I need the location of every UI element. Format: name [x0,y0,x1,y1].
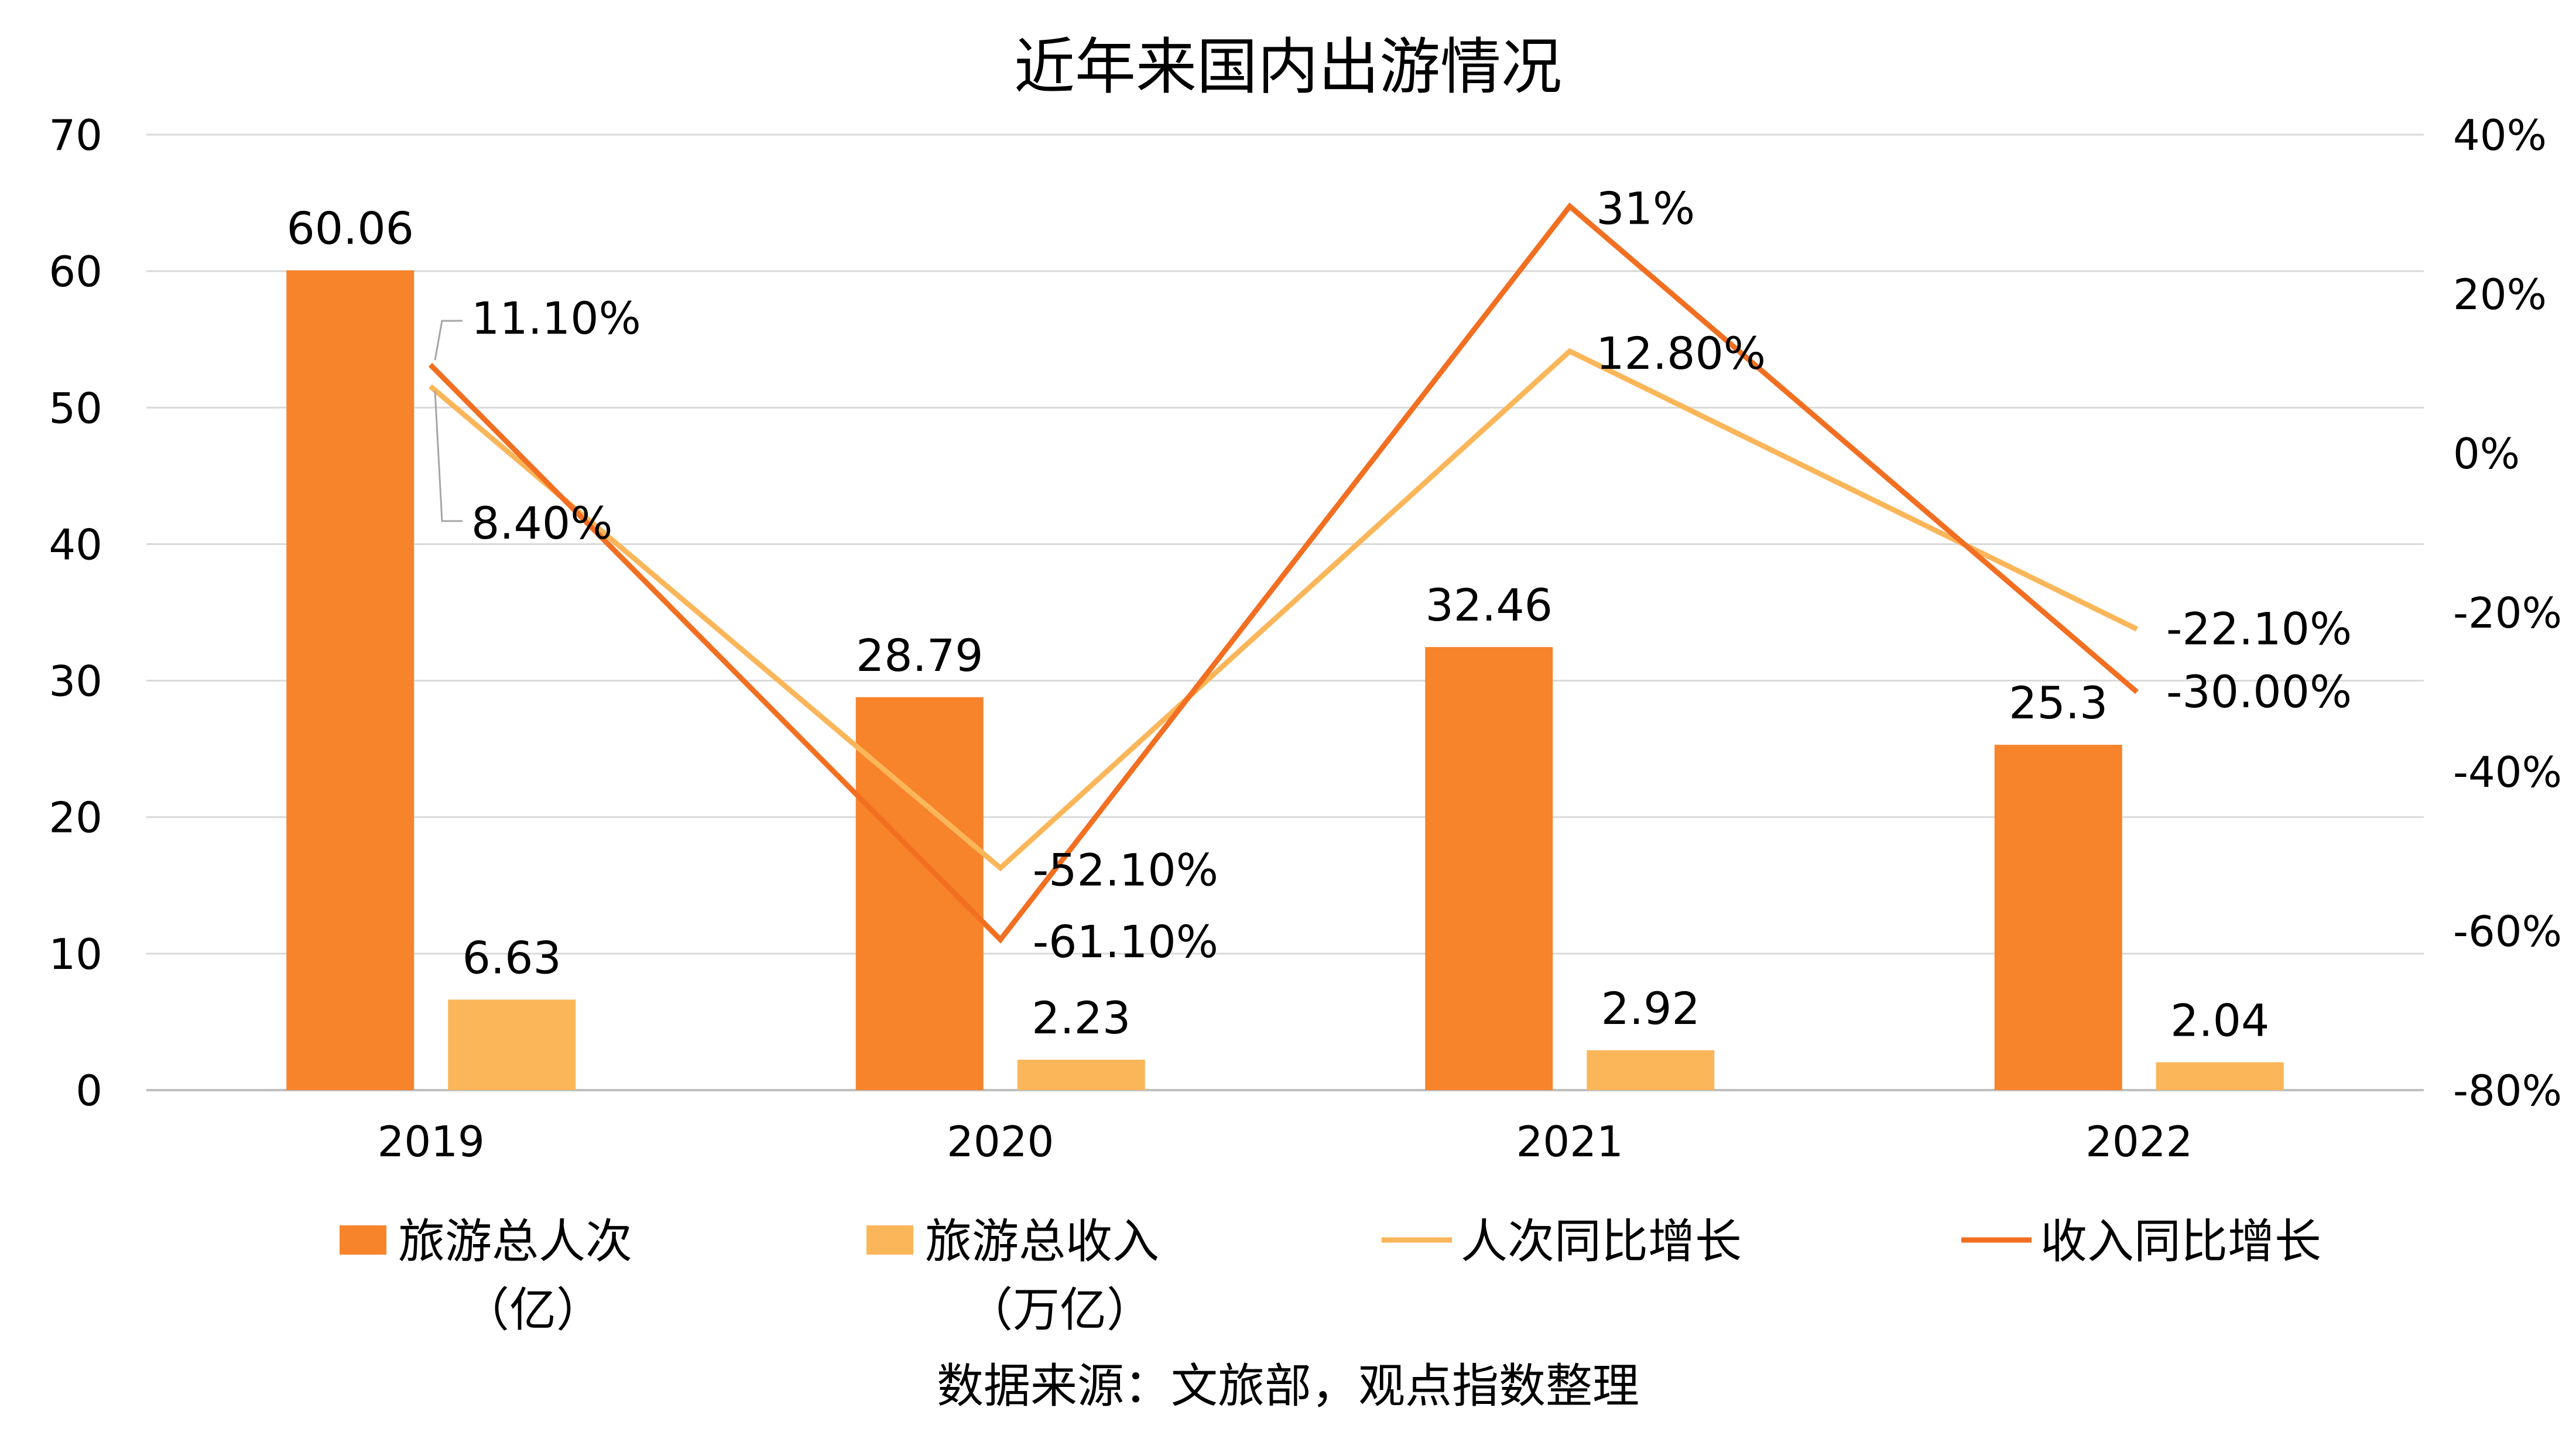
bar-data-label: 28.79 [856,629,984,681]
legend-label: （万亿） [966,1283,1153,1337]
bar-data-label: 25.3 [2009,677,2108,729]
leader-line [434,320,463,361]
legend-label: 旅游总收入 [925,1214,1159,1269]
right-y-axis: -80% -60% -40% -20% 0% 20% 40% [2453,111,2562,1115]
bar-visits [855,697,984,1090]
bar-revenue [2156,1062,2284,1090]
bar-data-label: 2.23 [1032,992,1131,1044]
line-revenue-growth [428,202,2139,944]
legend-label: 人次同比增长 [1461,1214,1742,1269]
left-tick-label: 0 [76,1066,102,1115]
legend-swatch [340,1225,386,1255]
left-tick-label: 60 [49,247,102,296]
bar-revenue [448,999,576,1090]
x-axis: 2019 2020 2021 2022 [378,1117,2193,1166]
bar-data-label: 2.04 [2170,994,2269,1046]
left-tick-label: 40 [49,520,102,569]
right-tick-label: 0% [2453,429,2520,478]
right-tick-label: -40% [2453,748,2562,797]
line-visits-growth [429,348,2138,872]
x-tick-label: 2021 [1516,1117,1623,1166]
right-tick-label: 20% [2453,270,2547,319]
line-data-label: -52.10% [1033,844,1218,896]
data-labels: 60.06 28.79 32.46 25.3 6.63 2.23 2.92 2.04 8.40%… [286,182,2352,1046]
line-data-label: -30.00% [2166,666,2352,718]
line-data-label: 12.80% [1596,327,1766,379]
bar-revenue [1587,1050,1715,1090]
line-series [428,202,2139,944]
x-tick-label: 2019 [378,1117,485,1166]
left-y-axis: 0 10 20 30 40 50 60 70 [49,111,102,1115]
source-note: 数据来源：文旅部，观点指数整理 [937,1359,1639,1413]
line-data-label: -61.10% [1033,916,1218,968]
chart-title: 近年来国内出游情况 [1014,31,1562,102]
left-tick-label: 50 [49,383,102,433]
left-tick-label: 30 [49,657,102,706]
x-tick-label: 2020 [947,1117,1054,1166]
right-tick-label: -60% [2453,907,2562,956]
bar-revenue [1017,1060,1145,1090]
legend-label: 旅游总人次 [398,1214,632,1269]
line-data-label: 31% [1596,182,1695,234]
left-tick-label: 10 [49,930,102,979]
bar-visits [1994,745,2122,1090]
bar-data-label: 6.63 [463,931,561,984]
bar-visits [286,270,415,1090]
left-tick-label: 70 [49,111,102,160]
right-tick-label: -20% [2453,588,2562,638]
line-data-label: 8.40% [471,497,612,549]
legend-label: 收入同比增长 [2040,1214,2321,1269]
line-data-label: 11.10% [471,292,641,344]
left-tick-label: 20 [49,793,102,842]
line-data-label: -22.10% [2166,603,2352,655]
bar-visits [1425,647,1553,1090]
legend: 旅游总人次 （亿） 旅游总收入 （万亿） 人次同比增长 收入同比增长 [340,1214,2321,1337]
leader-line [434,390,463,522]
right-tick-label: 40% [2453,111,2547,160]
bar-data-label: 32.46 [1425,579,1553,631]
bar-data-label: 2.92 [1601,982,1700,1034]
legend-swatch [866,1225,913,1255]
right-tick-label: -80% [2453,1066,2562,1115]
x-tick-label: 2022 [2085,1117,2193,1166]
legend-label: （亿） [463,1283,603,1337]
bar-data-label: 60.06 [286,203,414,255]
